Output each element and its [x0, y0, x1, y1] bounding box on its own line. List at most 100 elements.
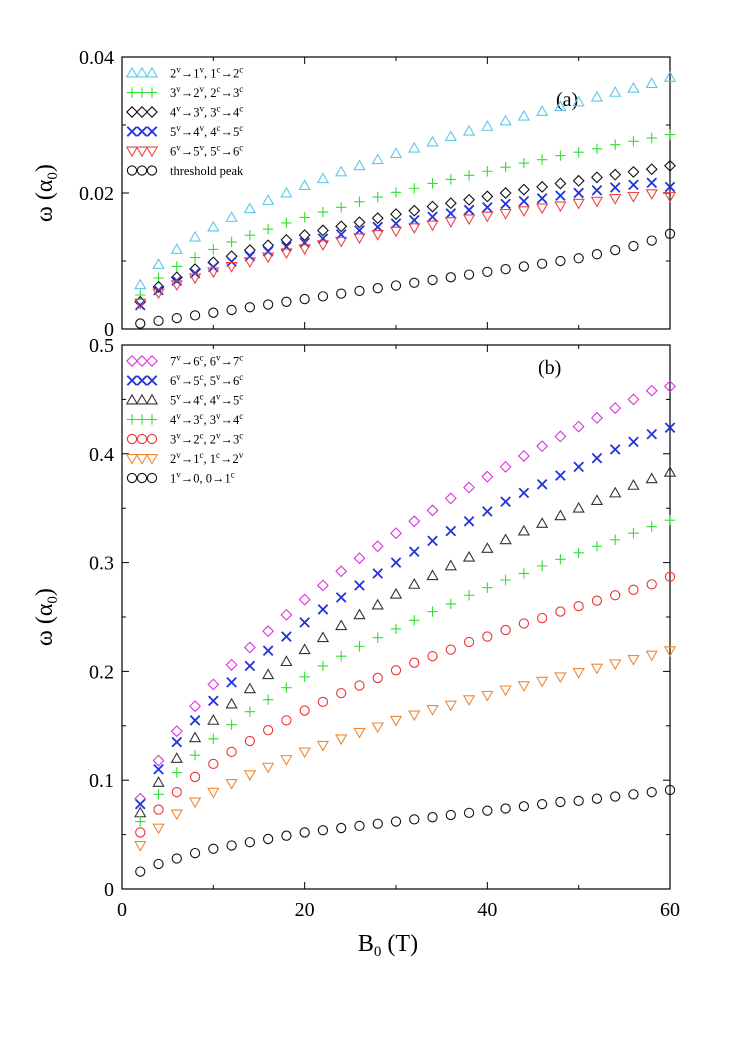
data-point	[281, 217, 292, 229]
data-point	[389, 147, 403, 159]
panel-label: (b)	[538, 357, 561, 379]
data-point	[536, 478, 548, 490]
data-point	[372, 672, 383, 684]
data-point	[371, 598, 384, 610]
data-point	[535, 203, 549, 215]
data-point	[244, 302, 256, 313]
data-point	[281, 296, 292, 307]
data-point	[463, 636, 475, 648]
data-point	[645, 189, 658, 200]
legend-marker	[136, 165, 148, 176]
data-point	[408, 204, 421, 217]
data-point	[153, 764, 164, 775]
legend-marker	[126, 375, 138, 386]
data-point	[317, 206, 329, 218]
data-point	[646, 787, 657, 798]
data-point	[426, 220, 439, 232]
legend-entry: 7v​→6c​, 6v​→7c​	[170, 353, 243, 369]
legend-superscript: c	[239, 123, 243, 133]
legend-marker	[125, 393, 139, 405]
data-point	[280, 655, 293, 667]
data-point	[390, 665, 402, 676]
data-point	[610, 139, 621, 150]
legend-marker	[146, 375, 158, 386]
legend-text: →1	[181, 452, 200, 466]
data-point	[188, 230, 202, 242]
data-point	[134, 295, 147, 308]
y-axis-title-main: ω (α	[32, 179, 58, 222]
data-point	[280, 755, 293, 766]
data-point	[335, 236, 348, 248]
y-axis-title: ω (α0)	[32, 588, 61, 646]
data-point	[590, 90, 604, 102]
legend-superscript: v	[176, 143, 181, 153]
data-point	[573, 253, 584, 264]
legend-text: , 1	[204, 67, 217, 81]
data-point	[572, 95, 585, 107]
data-point	[627, 191, 640, 203]
data-point	[646, 521, 657, 532]
data-point	[445, 525, 457, 537]
data-point	[281, 715, 292, 726]
data-point	[244, 706, 256, 717]
data-point	[518, 801, 530, 812]
data-point	[555, 796, 566, 808]
legend-superscript: v	[216, 372, 221, 382]
data-point	[482, 582, 493, 593]
data-point	[226, 746, 237, 758]
data-point	[610, 590, 621, 601]
data-point	[462, 695, 476, 706]
data-point	[536, 154, 548, 165]
panel-a: 00.020.04ω (α0)(a)2v​→1v​, 1c​→2c​3v​→2v…	[32, 47, 677, 341]
legend-entry: 5v​→4v​, 4c​→5c​	[170, 123, 243, 139]
legend-entry: 6v​→5c​, 5v​→6c​	[170, 372, 243, 388]
data-point	[463, 170, 475, 181]
data-point	[262, 299, 274, 310]
data-point	[261, 762, 275, 774]
data-point	[262, 246, 274, 257]
data-point	[353, 552, 366, 565]
data-point	[207, 267, 220, 279]
data-point	[554, 430, 567, 443]
data-point	[280, 233, 293, 246]
data-point	[573, 187, 584, 199]
data-point	[298, 643, 311, 655]
legend-marker	[146, 355, 158, 367]
legend-superscript: c	[200, 411, 204, 421]
legend-superscript: c	[239, 65, 243, 75]
legend-text: , 4	[204, 125, 217, 139]
data-point	[591, 184, 603, 196]
legend-marker	[126, 126, 138, 137]
data-point	[664, 380, 676, 393]
legend-marker	[146, 126, 158, 137]
data-point	[225, 211, 238, 222]
legend-superscript: v	[176, 65, 181, 75]
data-point	[243, 202, 257, 214]
legend-entry: 2v​→1v​, 1c​→2c​	[170, 65, 243, 81]
data-point	[390, 527, 402, 540]
legend-superscript: v	[216, 431, 221, 441]
data-point	[317, 233, 329, 244]
data-point	[298, 747, 311, 759]
legend-marker	[135, 66, 149, 78]
data-point	[482, 166, 493, 177]
data-point	[354, 820, 365, 832]
data-point	[535, 676, 549, 688]
data-point	[664, 228, 676, 239]
data-point	[481, 120, 494, 131]
data-point	[336, 288, 347, 299]
data-point	[427, 178, 438, 189]
data-point	[135, 816, 146, 827]
data-point	[207, 678, 220, 691]
legend-superscript: v	[216, 353, 221, 363]
data-point	[463, 193, 476, 206]
data-point	[208, 307, 219, 318]
legend-text: →7	[221, 355, 240, 369]
data-point	[554, 201, 567, 213]
data-point	[518, 157, 530, 169]
legend-superscript: v	[176, 411, 181, 421]
data-point	[555, 255, 566, 267]
series-3	[134, 465, 677, 818]
y-tick-label: 0.2	[89, 661, 114, 683]
data-point	[463, 515, 475, 527]
